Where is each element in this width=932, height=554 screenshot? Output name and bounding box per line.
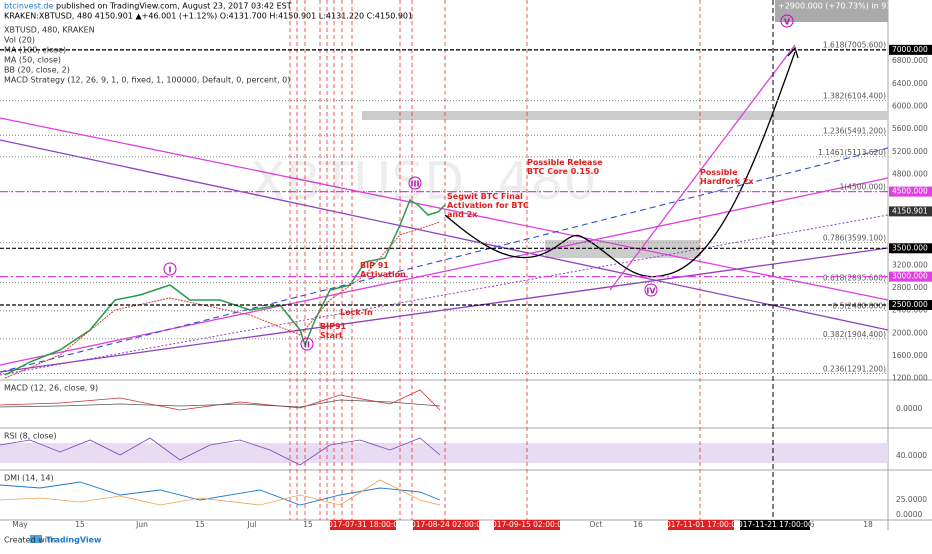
- annotation-line: Hardfork 2x: [700, 177, 754, 186]
- time-badge: [330, 520, 396, 530]
- fib-label: 0.786(3599.100): [823, 234, 886, 243]
- pane-axis: 40.0000: [896, 451, 927, 460]
- wave-label: V: [784, 18, 791, 27]
- pane-axis: 0.0000: [896, 404, 922, 413]
- time-tick: Jul: [246, 520, 256, 529]
- price-badge-text: 7000.000: [892, 45, 928, 54]
- time-badge: [413, 520, 479, 530]
- annotation: Lock-In: [340, 308, 373, 317]
- price-tick: 6800.000: [892, 56, 928, 65]
- footer-text: Created with: [4, 536, 55, 545]
- annotation: Possible Hardfork 2x: [700, 168, 754, 186]
- fib-label: 0.618(2895.600): [823, 274, 886, 283]
- price-tick: 6000.000: [892, 102, 928, 111]
- time-badge-text: 2017-11-21 17:00:00: [733, 520, 813, 529]
- fib-label: 1(4500.000): [840, 183, 886, 192]
- fib-label: 1.1461(5113.620): [818, 148, 886, 157]
- time-badge: [494, 520, 560, 530]
- price-badge-text: 4150.901: [892, 206, 928, 215]
- time-tick: 16: [633, 520, 643, 529]
- publisher: btcinvest.de: [4, 2, 53, 11]
- pane-title: MACD (12, 26, close, 9): [4, 384, 98, 393]
- legend-item: MACD Strategy (12, 26, 9, 1, 0, fixed, 1…: [4, 76, 290, 85]
- annotation-line: Activation for BTC: [447, 201, 529, 210]
- time-tick: Jun: [135, 520, 148, 529]
- annotation-line: BIP 91: [360, 261, 389, 270]
- legend-item: MA (50, close): [4, 56, 61, 65]
- time-badge-text: 2017-11-01 17:00:00: [661, 520, 741, 529]
- time-tick: 15: [303, 520, 313, 529]
- price-tick: 2000.000: [892, 328, 928, 337]
- price-tick: 5600.000: [892, 124, 928, 133]
- price-tick: 4800.000: [892, 170, 928, 179]
- time-badge: [668, 520, 734, 530]
- price-badge-text: 3500.000: [892, 243, 928, 252]
- legend-item: BB (20, close, 2): [4, 66, 70, 75]
- time-tick: 15: [75, 520, 85, 529]
- annotation-line: Lock-In: [340, 308, 373, 317]
- price-badge: [889, 186, 932, 197]
- annotation-line: Start: [320, 331, 343, 340]
- fib-label: 1.236(5491.200): [823, 126, 886, 135]
- annotation-line: Possible: [700, 168, 738, 177]
- annotation-line: BTC Core 0.15.0: [527, 167, 600, 176]
- annotation-line: Possible Release: [527, 158, 603, 167]
- price-tick: 3200.000: [892, 260, 928, 269]
- annotation-line: and 2x: [447, 210, 478, 219]
- price-tick: 1600.000: [892, 351, 928, 360]
- price-tick: 2400.000: [892, 306, 928, 315]
- price-tick: 2800.000: [892, 283, 928, 292]
- time-tick: 15: [195, 520, 205, 529]
- symbol-line: KRAKEN:XBTUSD, 480 4150.901 ▲+46.001 (+1…: [4, 12, 413, 21]
- time-tick: May: [12, 520, 28, 529]
- price-badge: [889, 206, 932, 217]
- annotation: BIP 91 Activation: [360, 261, 406, 279]
- time-tick: 18: [863, 520, 873, 529]
- pane-axis: 0.0000: [896, 510, 922, 519]
- fib-label: 0.382(1904.400): [823, 330, 886, 339]
- price-badge: [889, 300, 932, 310]
- time-tick: Oct: [590, 520, 603, 529]
- fib-label: 0.5(2400.000): [832, 302, 886, 311]
- published: published on TradingView.com, August 23,…: [56, 2, 292, 11]
- pane-title: RSI (8, close): [4, 432, 57, 441]
- price-badge-text: 4500.000: [892, 187, 928, 196]
- watermark: XBTUSD, 480: [250, 152, 596, 212]
- annotation-line: Segwit BTC Final: [447, 192, 523, 201]
- wave-label: IV: [646, 287, 656, 296]
- price-badge-text: 2500.000: [892, 300, 928, 309]
- annotation: BIP91 Start: [320, 322, 347, 340]
- legend-item: MA (100, close): [4, 46, 66, 55]
- time-tick: 6: [810, 520, 815, 529]
- price-badge: [889, 271, 932, 282]
- price-badge-text: 3000.000: [892, 272, 928, 281]
- time-badge-text: 2017-08-24 02:00:00: [406, 520, 486, 529]
- time-badge-text: 2017-07-31 18:00:00: [323, 520, 403, 529]
- pane-axis: 25.0000: [896, 495, 927, 504]
- price-tick: 6400.000: [892, 79, 928, 88]
- fib-label: 1.382(6104.400): [823, 92, 886, 101]
- legend-item: Vol (20): [4, 36, 35, 45]
- annotation-line: Activation: [360, 270, 406, 279]
- annotation: Possible Release BTC Core 0.15.0: [527, 158, 603, 176]
- fib-label: 0.236(1291.200): [823, 365, 886, 374]
- wave-label: I: [169, 266, 172, 275]
- footer-brand: TradingView: [46, 536, 102, 545]
- price-badge: [889, 44, 932, 55]
- pane-title: DMI (14, 14): [4, 474, 54, 483]
- price-badge: [889, 243, 932, 254]
- wave-label: II: [304, 341, 310, 350]
- measure: +2900.000 (+70.73%) in 93d: [778, 2, 897, 11]
- annotation: Segwit BTC Final Activation for BTC and 2x: [447, 192, 529, 219]
- annotation-line: BIP91: [320, 322, 347, 331]
- price-tick: 1200.000: [892, 374, 928, 383]
- time-badge-text: 2017-09-15 02:00:00: [487, 520, 567, 529]
- wave-label: III: [411, 180, 420, 189]
- legend-item: XBTUSD, 480, KRAKEN: [4, 26, 95, 35]
- price-tick: 5200.000: [892, 147, 928, 156]
- fib-label: 1.618(7005.600): [823, 41, 886, 50]
